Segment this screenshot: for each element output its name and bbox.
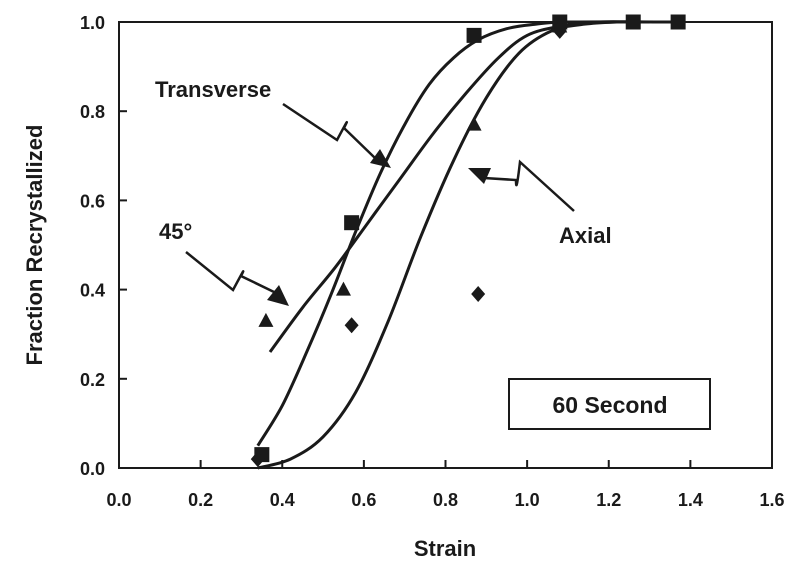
fit-curve-series-0 bbox=[256, 20, 679, 447]
data-point-square bbox=[625, 14, 641, 30]
x-tick-label: 1.4 bbox=[678, 490, 703, 510]
data-markers bbox=[250, 14, 686, 468]
data-point-triangle bbox=[258, 312, 274, 327]
data-point-triangle bbox=[335, 281, 351, 296]
data-point-triangle bbox=[466, 116, 482, 131]
x-tick-label: 1.2 bbox=[596, 490, 621, 510]
y-tick-label: 1.0 bbox=[80, 13, 105, 33]
x-axis-ticks: 0.0 0.2 0.4 0.6 0.8 1.0 1.2 1.4 1.6 bbox=[106, 460, 785, 510]
data-point-diamond bbox=[552, 22, 567, 39]
annotation-transverse: Transverse bbox=[155, 77, 391, 168]
annotation-axial: Axial bbox=[468, 159, 612, 248]
y-tick-label: 0.0 bbox=[80, 459, 105, 479]
annotation-axial-arrow bbox=[483, 159, 575, 212]
y-axis-ticks: 0.0 0.2 0.4 0.6 0.8 1.0 bbox=[80, 13, 127, 479]
arrowhead-45 bbox=[267, 285, 289, 306]
annotation-45-arrow bbox=[185, 251, 275, 294]
data-point-diamond bbox=[344, 317, 359, 334]
data-point-diamond bbox=[471, 286, 486, 303]
x-tick-label: 0.0 bbox=[106, 490, 131, 510]
x-tick-label: 0.8 bbox=[433, 490, 458, 510]
y-tick-label: 0.4 bbox=[80, 281, 105, 301]
arrowhead-transverse bbox=[370, 149, 391, 168]
data-point-diamond bbox=[250, 451, 265, 468]
x-tick-label: 1.6 bbox=[759, 490, 784, 510]
y-tick-label: 0.6 bbox=[80, 191, 105, 211]
time-label: 60 Second bbox=[552, 392, 667, 418]
x-tick-label: 1.0 bbox=[515, 490, 540, 510]
time-label-frame bbox=[508, 378, 711, 430]
fit-curve-series-2 bbox=[257, 20, 650, 470]
data-point-square bbox=[466, 27, 482, 43]
x-tick-label: 0.6 bbox=[351, 490, 376, 510]
y-tick-label: 0.8 bbox=[80, 102, 105, 122]
x-tick-label: 0.4 bbox=[270, 490, 295, 510]
annotation-45-label: 45° bbox=[159, 219, 192, 244]
arrowhead-axial bbox=[468, 168, 491, 184]
annotation-45: 45° bbox=[159, 219, 289, 306]
annotation-axial-label: Axial bbox=[559, 223, 612, 248]
fit-curve-series-1 bbox=[268, 20, 634, 353]
data-point-square bbox=[344, 215, 360, 231]
x-axis-title: Strain bbox=[414, 536, 476, 561]
data-point-square bbox=[670, 14, 686, 30]
annotation-transverse-arrow bbox=[282, 102, 376, 159]
y-axis-title: Fraction Recrystallized bbox=[22, 125, 47, 366]
x-tick-label: 0.2 bbox=[188, 490, 213, 510]
time-label-box: 60 Second bbox=[508, 378, 711, 430]
annotation-transverse-label: Transverse bbox=[155, 77, 271, 102]
y-tick-label: 0.2 bbox=[80, 370, 105, 390]
